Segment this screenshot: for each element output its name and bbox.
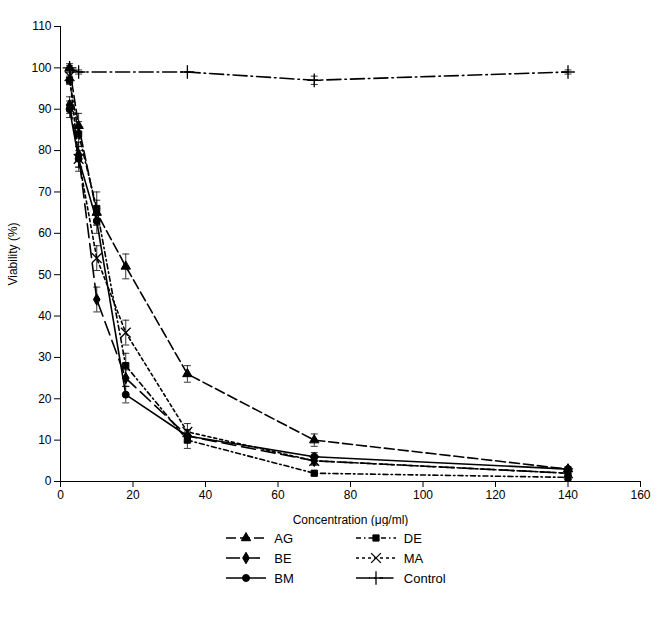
- svg-text:80: 80: [38, 143, 52, 157]
- svg-text:80: 80: [344, 488, 358, 502]
- svg-text:10: 10: [38, 433, 52, 447]
- html-text:BE: BE: [274, 550, 292, 566]
- html-text:BM: BM: [274, 570, 294, 586]
- svg-text:160: 160: [630, 488, 650, 502]
- svg-text:Viability (%): Viability (%): [6, 222, 20, 285]
- svg-text:70: 70: [38, 185, 52, 199]
- html-text:MA: MA: [403, 550, 424, 566]
- svg-text:60: 60: [271, 488, 285, 502]
- svg-text:100: 100: [31, 61, 51, 75]
- svg-text:40: 40: [38, 309, 52, 323]
- svg-text:40: 40: [199, 488, 213, 502]
- svg-text:110: 110: [32, 19, 51, 33]
- svg-text:120: 120: [485, 488, 505, 502]
- svg-text:0: 0: [57, 488, 64, 502]
- svg-text:100: 100: [413, 488, 433, 502]
- svg-text:30: 30: [38, 350, 52, 364]
- svg-text:20: 20: [38, 392, 52, 406]
- svg-text:50: 50: [38, 268, 52, 282]
- svg-text:20: 20: [126, 488, 140, 502]
- html-text:AG: AG: [274, 530, 294, 546]
- html-text:DE: DE: [403, 530, 422, 546]
- svg-text:60: 60: [38, 226, 52, 240]
- svg-text:Concentration (μg/ml): Concentration (μg/ml): [293, 513, 409, 527]
- html-text:Control: Control: [403, 570, 446, 586]
- svg-text:0: 0: [45, 474, 52, 488]
- svg-text:90: 90: [38, 102, 52, 116]
- svg-text:140: 140: [558, 488, 578, 502]
